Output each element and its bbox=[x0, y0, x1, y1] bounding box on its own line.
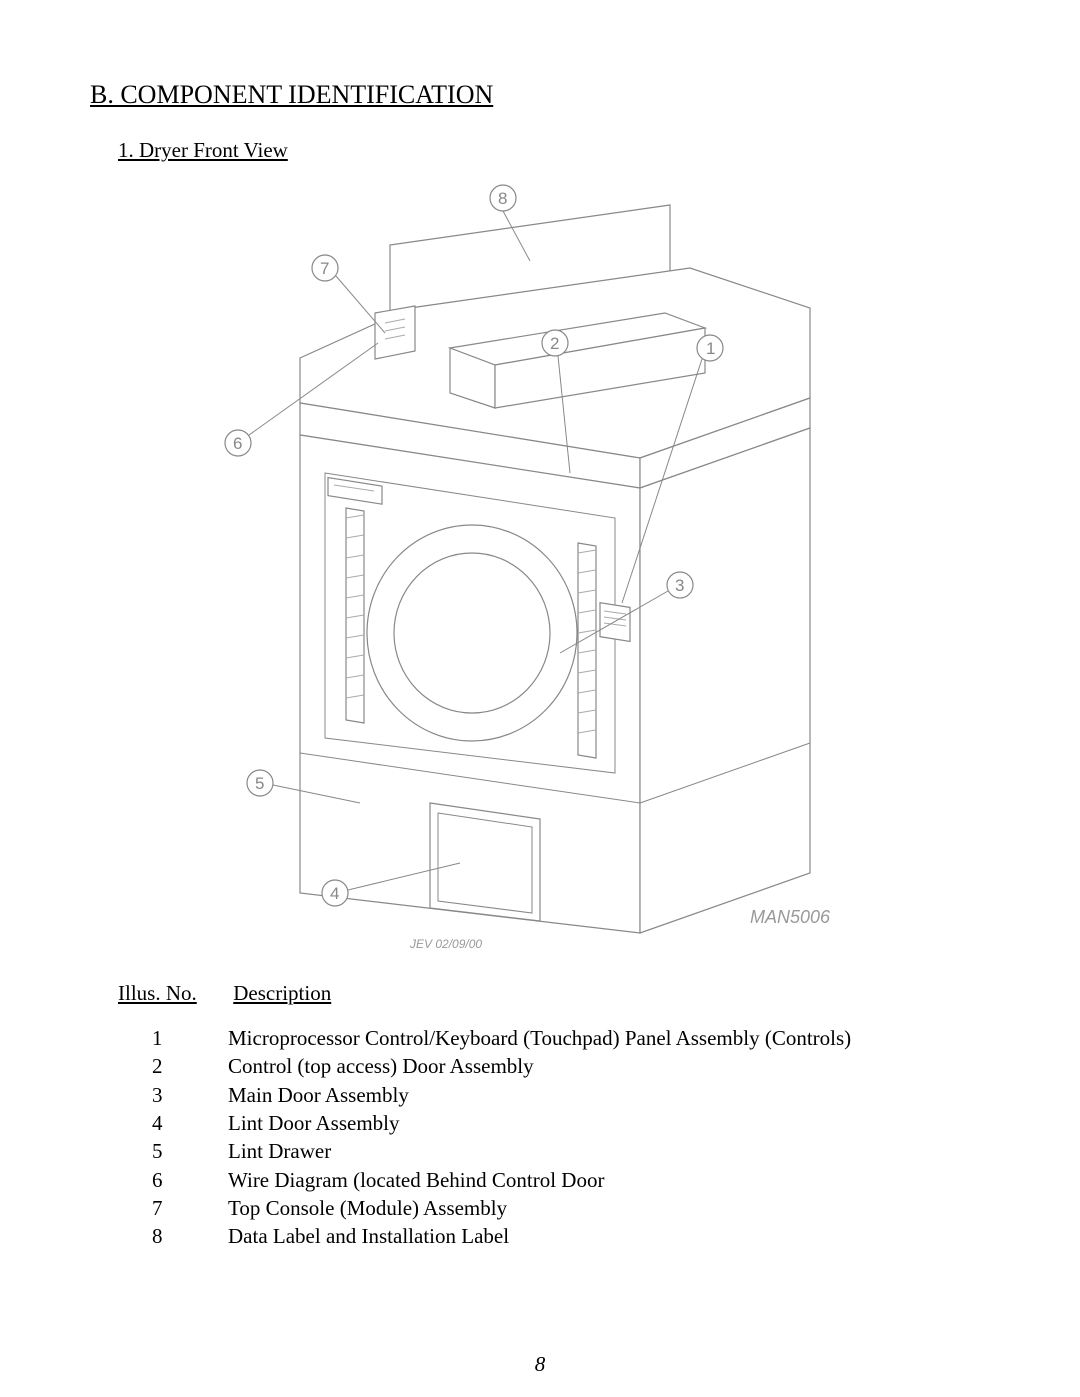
wire-diagram-card bbox=[375, 306, 415, 359]
section-heading: B. COMPONENT IDENTIFICATION bbox=[90, 80, 990, 110]
legend-row: 5Lint Drawer bbox=[118, 1137, 990, 1165]
callout-num-4: 4 bbox=[330, 884, 339, 903]
legend-row-no: 7 bbox=[118, 1194, 228, 1222]
callout-num-8: 8 bbox=[498, 189, 507, 208]
legend-row-no: 3 bbox=[118, 1081, 228, 1109]
callout-num-3: 3 bbox=[675, 576, 684, 595]
page: B. COMPONENT IDENTIFICATION 1. Dryer Fro… bbox=[0, 0, 1080, 1397]
legend-row-desc: Control (top access) Door Assembly bbox=[228, 1052, 990, 1080]
legend-row-desc: Wire Diagram (located Behind Control Doo… bbox=[228, 1166, 990, 1194]
touchpad-panel bbox=[600, 603, 630, 642]
diagram-container: 8 7 2 1 6 3 5 bbox=[90, 173, 990, 953]
section-subheading: 1. Dryer Front View bbox=[118, 138, 990, 163]
legend-col-desc-header: Description bbox=[233, 981, 331, 1005]
legend-row-no: 1 bbox=[118, 1024, 228, 1052]
legend-row: 1Microprocessor Control/Keyboard (Touchp… bbox=[118, 1024, 990, 1052]
lint-door bbox=[430, 803, 540, 921]
legend-row-no: 8 bbox=[118, 1222, 228, 1250]
legend-row-desc: Lint Door Assembly bbox=[228, 1109, 990, 1137]
legend-row: 7Top Console (Module) Assembly bbox=[118, 1194, 990, 1222]
legend-row: 8Data Label and Installation Label bbox=[118, 1222, 990, 1250]
legend-header-row: Illus. No. Description bbox=[118, 981, 990, 1006]
legend-row-no: 6 bbox=[118, 1166, 228, 1194]
page-number: 8 bbox=[0, 1352, 1080, 1377]
diagram-rev-code: JEV 02/09/00 bbox=[409, 937, 482, 951]
door-inner-ring bbox=[394, 553, 550, 713]
legend-table: Illus. No. Description 1Microprocessor C… bbox=[118, 981, 990, 1251]
cabinet-right-side bbox=[640, 428, 810, 933]
legend-row-no: 5 bbox=[118, 1137, 228, 1165]
legend-row: 2Control (top access) Door Assembly bbox=[118, 1052, 990, 1080]
legend-row: 6Wire Diagram (located Behind Control Do… bbox=[118, 1166, 990, 1194]
callout-num-1: 1 bbox=[706, 339, 715, 358]
legend-row-no: 2 bbox=[118, 1052, 228, 1080]
legend-row: 3Main Door Assembly bbox=[118, 1081, 990, 1109]
legend-col-no-header: Illus. No. bbox=[118, 981, 228, 1006]
legend-row-desc: Microprocessor Control/Keyboard (Touchpa… bbox=[228, 1024, 990, 1052]
callout-num-6: 6 bbox=[233, 434, 242, 453]
callout-leader-7 bbox=[336, 276, 385, 333]
dryer-front-view-diagram: 8 7 2 1 6 3 5 bbox=[160, 173, 920, 953]
legend-row-no: 4 bbox=[118, 1109, 228, 1137]
diagram-ref-code: MAN5006 bbox=[750, 907, 831, 927]
legend-row-desc: Data Label and Installation Label bbox=[228, 1222, 990, 1250]
callout-num-5: 5 bbox=[255, 774, 264, 793]
callout-num-7: 7 bbox=[320, 259, 329, 278]
legend-row-desc: Lint Drawer bbox=[228, 1137, 990, 1165]
legend-row-desc: Main Door Assembly bbox=[228, 1081, 990, 1109]
legend-rows: 1Microprocessor Control/Keyboard (Touchp… bbox=[118, 1024, 990, 1251]
legend-row: 4Lint Door Assembly bbox=[118, 1109, 990, 1137]
legend-row-desc: Top Console (Module) Assembly bbox=[228, 1194, 990, 1222]
callout-num-2: 2 bbox=[550, 334, 559, 353]
